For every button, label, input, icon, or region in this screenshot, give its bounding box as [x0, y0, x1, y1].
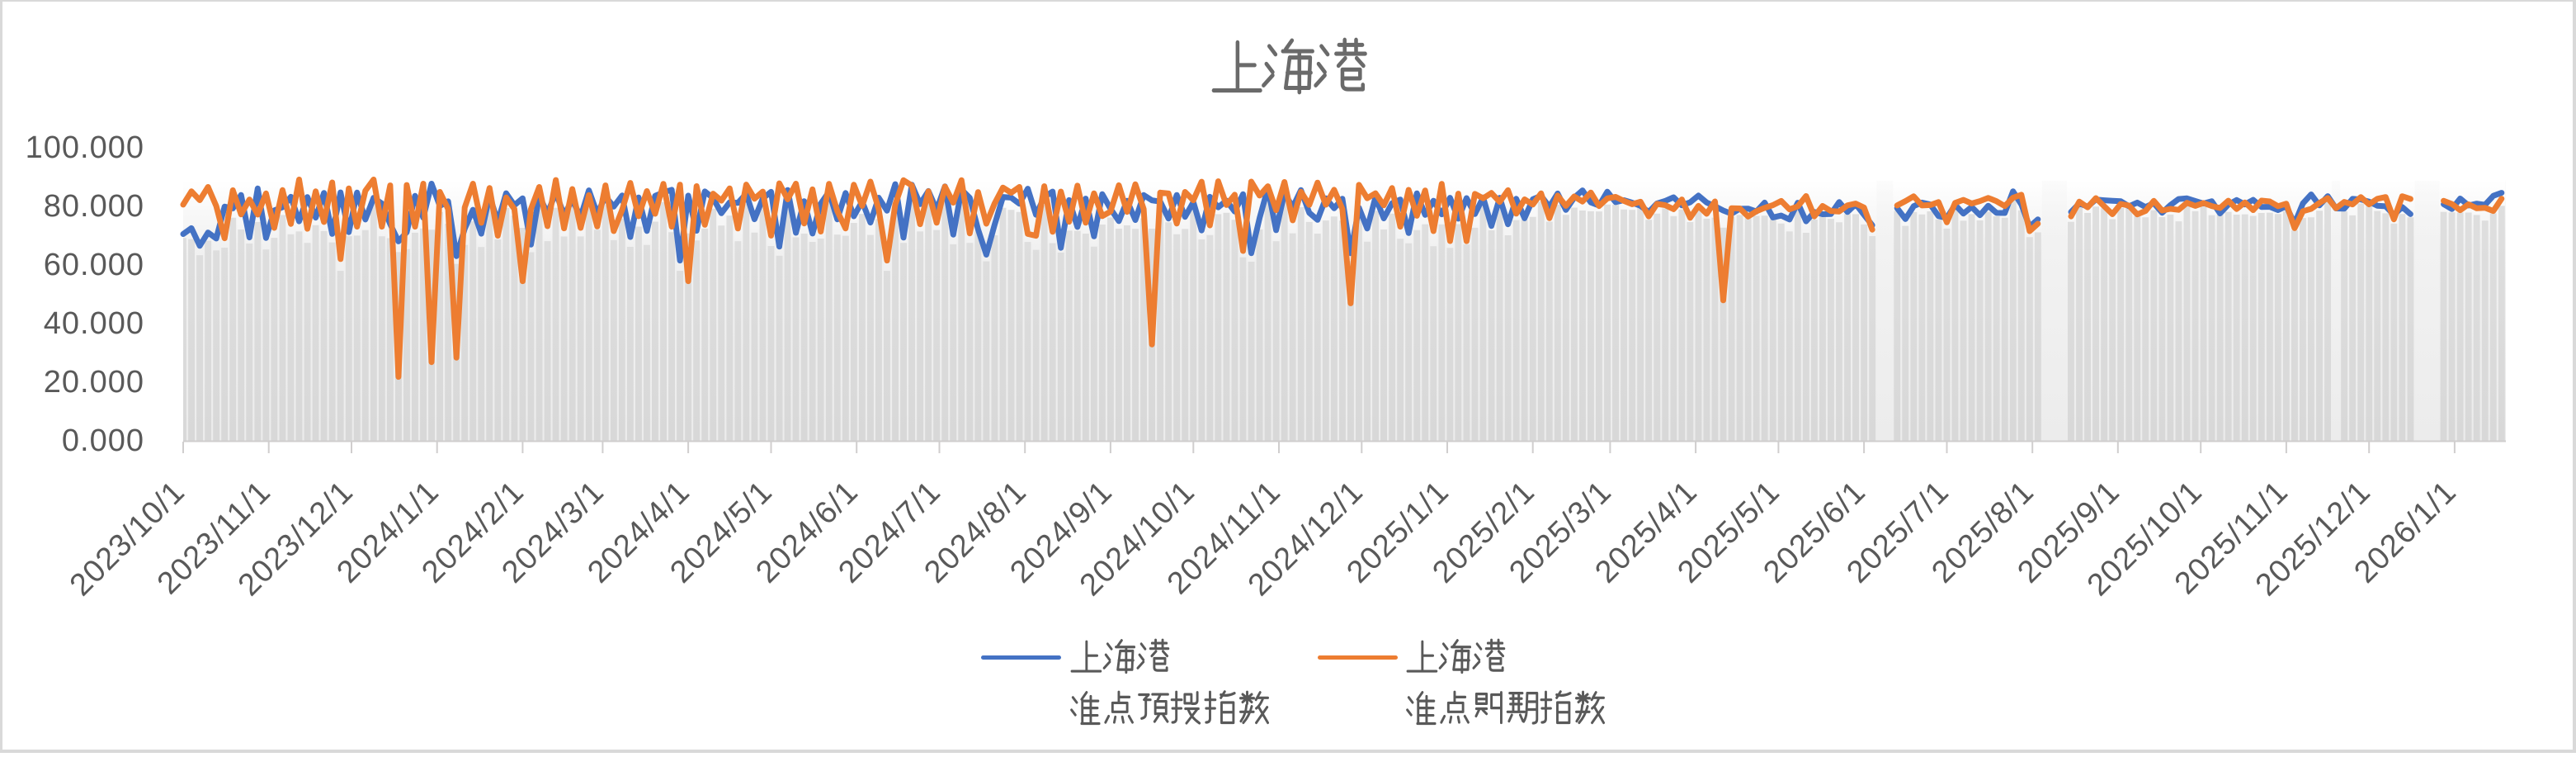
svg-text:60.000: 60.000 — [44, 248, 144, 282]
svg-text:80.000: 80.000 — [44, 189, 144, 224]
svg-text:40.000: 40.000 — [44, 306, 144, 341]
svg-text:100.000: 100.000 — [26, 130, 144, 165]
svg-text:20.000: 20.000 — [44, 365, 144, 400]
svg-text:0.000: 0.000 — [62, 423, 144, 458]
